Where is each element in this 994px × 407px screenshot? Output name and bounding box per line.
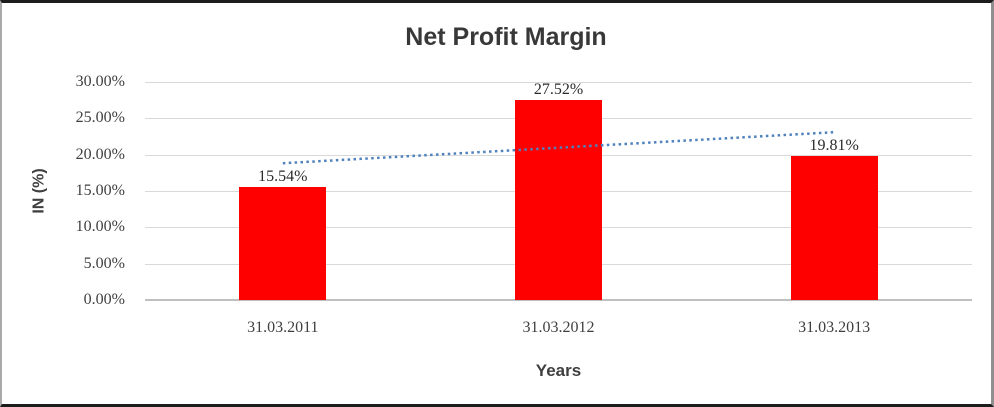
bar-value-label: 19.81% bbox=[809, 137, 859, 155]
bar bbox=[790, 156, 878, 300]
y-tick-label: 10.00% bbox=[75, 218, 125, 236]
y-tick-label: 25.00% bbox=[75, 109, 125, 127]
y-tick-label: 0.00% bbox=[83, 291, 125, 308]
plot-area bbox=[145, 82, 972, 301]
y-tick-label: 5.00% bbox=[83, 254, 125, 272]
x-tick-label: 31.03.2011 bbox=[247, 319, 319, 336]
bar bbox=[515, 100, 602, 300]
trendline bbox=[282, 130, 835, 165]
y-tick-label: 30.00% bbox=[75, 73, 125, 90]
x-axis-title: Years bbox=[535, 361, 582, 380]
x-tick-label: 31.03.2012 bbox=[522, 319, 595, 336]
bar-value-label: 15.54% bbox=[258, 168, 308, 186]
gridline bbox=[145, 82, 972, 83]
chart-title: Net Profit Margin bbox=[405, 23, 607, 51]
y-tick-label: 15.00% bbox=[75, 182, 125, 199]
bar-value-label: 27.52% bbox=[533, 81, 584, 99]
y-tick-label: 20.00% bbox=[75, 145, 125, 163]
x-tick-label: 31.03.2013 bbox=[798, 319, 871, 336]
bar bbox=[239, 187, 327, 300]
x-axis-line bbox=[145, 299, 972, 301]
